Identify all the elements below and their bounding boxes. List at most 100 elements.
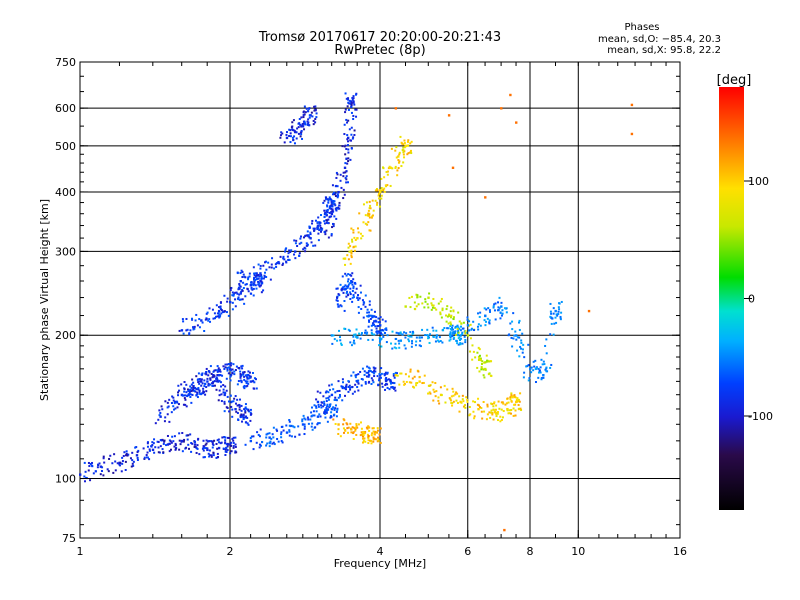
echo-point xyxy=(210,372,213,375)
echo-point xyxy=(351,426,354,429)
echo-point xyxy=(545,366,548,369)
echo-point xyxy=(375,316,378,319)
echo-point xyxy=(193,389,196,392)
echo-point xyxy=(549,310,552,313)
echo-point xyxy=(242,417,245,420)
echo-point xyxy=(130,465,133,468)
echo-point xyxy=(244,409,247,412)
echo-point xyxy=(362,221,365,224)
data-point xyxy=(350,100,353,103)
echo-point xyxy=(265,436,268,439)
echo-point xyxy=(256,431,259,434)
echo-point xyxy=(376,431,379,434)
echo-point xyxy=(148,458,151,461)
echo-point xyxy=(404,144,407,147)
echo-point xyxy=(244,411,247,414)
echo-point xyxy=(204,393,207,396)
echo-point xyxy=(352,294,355,297)
echo-point xyxy=(370,331,373,334)
echo-point xyxy=(320,401,323,404)
echo-point xyxy=(334,422,337,425)
echo-point xyxy=(87,461,90,464)
echo-point xyxy=(419,339,422,342)
echo-point xyxy=(309,231,312,234)
data-point xyxy=(180,329,184,332)
echo-point xyxy=(163,420,166,423)
echo-point xyxy=(478,348,481,351)
echo-point xyxy=(343,193,346,196)
echo-point xyxy=(461,327,464,330)
echo-point xyxy=(486,405,489,408)
echo-point xyxy=(372,381,375,384)
echo-point xyxy=(240,365,243,368)
echo-point xyxy=(237,380,240,383)
echo-point xyxy=(136,456,139,459)
echo-point xyxy=(202,392,205,395)
echo-point xyxy=(310,241,313,244)
echo-point xyxy=(383,190,386,193)
echo-point xyxy=(252,282,255,285)
echo-point xyxy=(331,208,334,211)
echo-point xyxy=(281,263,284,266)
echo-point xyxy=(343,309,346,312)
echo-point xyxy=(330,415,333,418)
echo-point xyxy=(394,371,397,374)
echo-point xyxy=(168,398,171,401)
echo-point xyxy=(173,435,176,438)
echo-point xyxy=(398,342,401,345)
echo-point xyxy=(336,407,339,410)
echo-point xyxy=(366,223,369,226)
echo-point xyxy=(282,257,285,260)
echo-point xyxy=(560,300,563,303)
echo-point xyxy=(264,260,267,263)
echo-point xyxy=(236,412,239,415)
echo-point xyxy=(509,398,512,401)
echo-point xyxy=(386,386,389,389)
echo-point xyxy=(374,189,377,192)
echo-point xyxy=(231,372,234,375)
echo-point xyxy=(216,380,219,383)
echo-point xyxy=(203,456,206,459)
echo-point xyxy=(421,382,424,385)
echo-point xyxy=(367,375,370,378)
echo-point xyxy=(158,451,161,454)
x-tick-label: 6 xyxy=(464,545,471,558)
echo-point xyxy=(157,451,160,454)
echo-point xyxy=(275,428,278,431)
echo-point xyxy=(89,479,92,482)
echo-point xyxy=(340,186,343,189)
echo-point xyxy=(249,436,252,439)
data-point xyxy=(356,237,359,240)
echo-point xyxy=(482,374,485,377)
echo-point xyxy=(527,379,530,382)
echo-point xyxy=(202,445,205,448)
echo-point xyxy=(299,123,302,126)
echo-point xyxy=(556,314,559,317)
data-point xyxy=(212,374,215,377)
echo-point xyxy=(368,303,371,306)
echo-point xyxy=(533,365,536,368)
echo-point xyxy=(220,385,223,388)
echo-point xyxy=(353,339,356,342)
echo-point xyxy=(449,310,452,313)
echo-point xyxy=(192,389,195,392)
echo-point xyxy=(461,394,464,397)
echo-point xyxy=(371,338,374,341)
echo-point xyxy=(195,388,198,391)
echo-point xyxy=(484,315,487,318)
echo-point xyxy=(204,447,207,450)
echo-point xyxy=(212,317,215,320)
echo-point xyxy=(450,323,453,326)
echo-point xyxy=(319,214,322,217)
echo-point xyxy=(238,293,241,296)
echo-point xyxy=(285,261,288,264)
echo-point xyxy=(403,344,406,347)
echo-point xyxy=(319,391,322,394)
echo-point xyxy=(242,414,245,417)
echo-point xyxy=(307,122,310,125)
echo-point xyxy=(234,298,237,301)
echo-point xyxy=(282,262,285,265)
echo-point xyxy=(196,396,199,399)
echo-point xyxy=(376,375,379,378)
x-tick-label: 16 xyxy=(673,545,687,558)
